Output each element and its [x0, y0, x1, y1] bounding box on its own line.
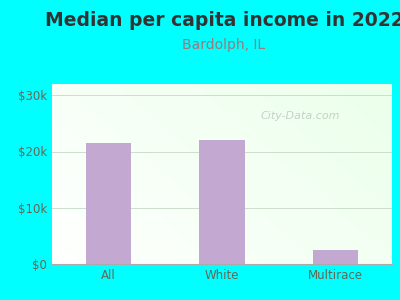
- Bar: [313, 250, 358, 264]
- Text: Bardolph, IL: Bardolph, IL: [182, 38, 266, 52]
- Text: Median per capita income in 2022: Median per capita income in 2022: [45, 11, 400, 29]
- Text: City-Data.com: City-Data.com: [260, 111, 340, 122]
- Bar: [86, 143, 131, 264]
- Bar: [199, 140, 245, 264]
